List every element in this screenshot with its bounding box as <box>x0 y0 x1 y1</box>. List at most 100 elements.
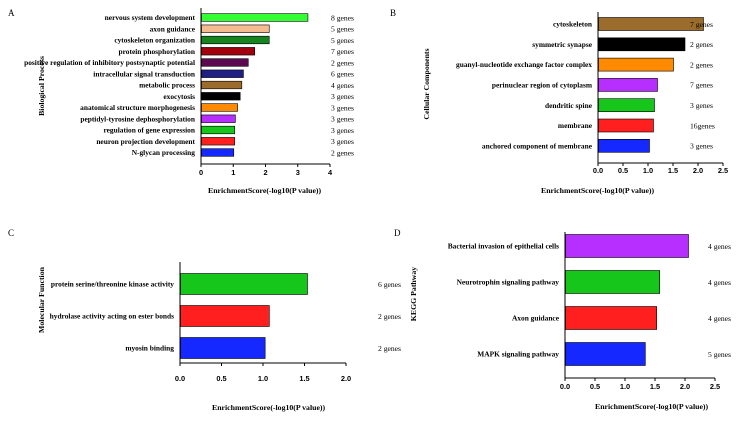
x-tick-label-b: 1.5 <box>668 166 678 175</box>
bar-a-9 <box>201 103 238 112</box>
bar-a-2 <box>201 24 270 33</box>
panel-letter-a: A <box>8 8 15 18</box>
y-axis-title-a: Biological Process <box>37 56 46 116</box>
x-axis-title-b: EnrichmentScore(-log10(P value)) <box>541 186 655 195</box>
x-tick-label-b: 0.0 <box>593 166 603 175</box>
x-tick-label-b: 2.0 <box>693 166 703 175</box>
gene-count-b-6: 16genes <box>690 121 715 130</box>
gene-count-d-3: 4 genes <box>708 314 731 323</box>
gene-count-d-4: 5 genes <box>708 350 731 359</box>
gene-count-a-2: 5 genes <box>331 25 354 34</box>
category-label-a-4: protein phosphorylation <box>119 47 195 56</box>
category-label-b-6: membrane <box>558 121 593 130</box>
category-label-c-2: hydrolase activity acting on ester bonds <box>50 312 174 321</box>
category-label-a-10: peptidyl-tyrosine dephosphorylation <box>80 114 195 123</box>
category-label-a-5: positive regulation of inhibitory postsy… <box>24 58 195 67</box>
x-axis-title-d: EnrichmentScore(-log10(P value)) <box>595 402 709 411</box>
gene-count-a-4: 7 genes <box>331 47 354 56</box>
panel-letter-b: B <box>390 8 396 18</box>
gene-count-b-1: 7 genes <box>690 20 713 29</box>
gene-count-a-12: 3 genes <box>331 137 354 146</box>
bar-a-4 <box>201 47 256 56</box>
category-label-a-8: exocytosis <box>163 92 195 101</box>
category-label-a-1: nervous system development <box>105 13 196 22</box>
bar-d-1 <box>565 234 689 258</box>
gene-count-a-7: 4 genes <box>331 81 354 90</box>
bar-a-1 <box>201 13 309 22</box>
gene-count-a-1: 8 genes <box>331 13 354 22</box>
bar-a-12 <box>201 137 236 146</box>
bar-a-7 <box>201 80 243 90</box>
bar-a-10 <box>201 114 236 123</box>
category-label-c-1: protein serine/threonine kinase activity <box>51 280 174 289</box>
bar-d-2 <box>565 270 660 294</box>
bar-a-13 <box>201 148 235 157</box>
bar-a-5 <box>201 58 249 67</box>
bar-b-5 <box>598 98 655 112</box>
x-tick-label-d: 0.5 <box>590 382 600 391</box>
bar-a-6 <box>201 69 244 78</box>
gene-count-b-7: 3 genes <box>690 142 713 151</box>
gene-count-c-1: 6 genes <box>378 280 401 289</box>
bar-a-11 <box>201 125 236 135</box>
gene-count-d-1: 4 genes <box>708 242 731 251</box>
category-label-a-6: intracellular signal transduction <box>93 69 195 78</box>
bar-b-7 <box>598 139 650 153</box>
category-label-c-3: myosin binding <box>125 344 174 353</box>
gene-count-a-10: 3 genes <box>331 115 354 124</box>
category-label-b-5: dendritic spine <box>545 101 593 110</box>
bar-c-2 <box>180 305 270 327</box>
x-tick-label-b: 0.5 <box>618 166 628 175</box>
category-label-a-9: anatomical structure morphogenesis <box>80 103 195 112</box>
category-label-a-11: regulation of gene expression <box>104 126 196 135</box>
x-axis-title-c: EnrichmentScore(-log10(P value)) <box>212 403 326 412</box>
bar-d-4 <box>565 342 646 366</box>
bar-b-4 <box>598 78 658 92</box>
category-label-a-3: cytoskeleton organization <box>114 36 195 45</box>
category-label-d-2: Neurotrophin signaling pathway <box>457 278 560 287</box>
x-tick-label-b: 2.5 <box>718 166 728 175</box>
gene-count-b-5: 3 genes <box>690 101 713 110</box>
bar-a-3 <box>201 35 270 45</box>
gene-count-b-4: 7 genes <box>690 81 713 90</box>
y-axis-title-c: Molecular Function <box>37 266 46 333</box>
x-tick-label-d: 2.5 <box>710 382 720 391</box>
y-axis-title-d: KEGG Pathway <box>409 267 418 321</box>
category-label-b-4: perinuclear region of cytoplasm <box>492 81 593 90</box>
x-tick-label-c: 0.5 <box>216 374 226 383</box>
gene-count-a-9: 3 genes <box>331 103 354 112</box>
bar-c-1 <box>180 273 308 295</box>
bar-b-3 <box>598 57 674 72</box>
category-label-a-12: neuron projection development <box>96 137 195 146</box>
gene-count-a-5: 2 genes <box>331 58 354 67</box>
x-tick-label-c: 1.0 <box>258 374 268 383</box>
gene-count-d-2: 4 genes <box>708 278 731 287</box>
category-label-b-1: cytoskeleton <box>553 20 592 29</box>
x-tick-label-c: 2.0 <box>341 374 351 383</box>
gene-count-a-6: 6 genes <box>331 70 354 79</box>
category-label-a-7: metabolic process <box>139 81 195 90</box>
bar-b-2 <box>598 37 686 52</box>
x-tick-label-d: 2.0 <box>680 382 690 391</box>
x-tick-label-d: 1.0 <box>620 382 630 391</box>
panel-letter-c: C <box>8 228 14 238</box>
category-label-d-4: MAPK signaling pathway <box>477 350 559 359</box>
x-tick-label-a: 2 <box>263 168 267 177</box>
x-tick-label-a: 3 <box>296 168 300 177</box>
x-tick-label-b: 1.0 <box>643 166 653 175</box>
category-label-d-1: Bacterial invasion of epithelial cells <box>448 242 559 251</box>
x-tick-label-a: 4 <box>328 168 333 177</box>
gene-count-a-3: 5 genes <box>331 36 354 45</box>
x-tick-label-c: 1.5 <box>299 374 309 383</box>
bar-b-1 <box>598 17 704 31</box>
gene-count-b-2: 2 genes <box>690 40 713 49</box>
x-axis-title-a: EnrichmentScore(-log10(P value)) <box>208 186 322 195</box>
category-label-b-2: symmetric synapse <box>532 40 592 49</box>
x-tick-label-d: 0.0 <box>560 382 570 391</box>
gene-count-a-8: 3 genes <box>331 92 354 101</box>
category-label-b-3: guanyl-nucleotide exchange factor comple… <box>456 60 592 69</box>
x-tick-label-c: 0.0 <box>175 374 185 383</box>
gene-count-c-3: 2 genes <box>378 344 401 353</box>
x-tick-label-a: 0 <box>199 168 203 177</box>
